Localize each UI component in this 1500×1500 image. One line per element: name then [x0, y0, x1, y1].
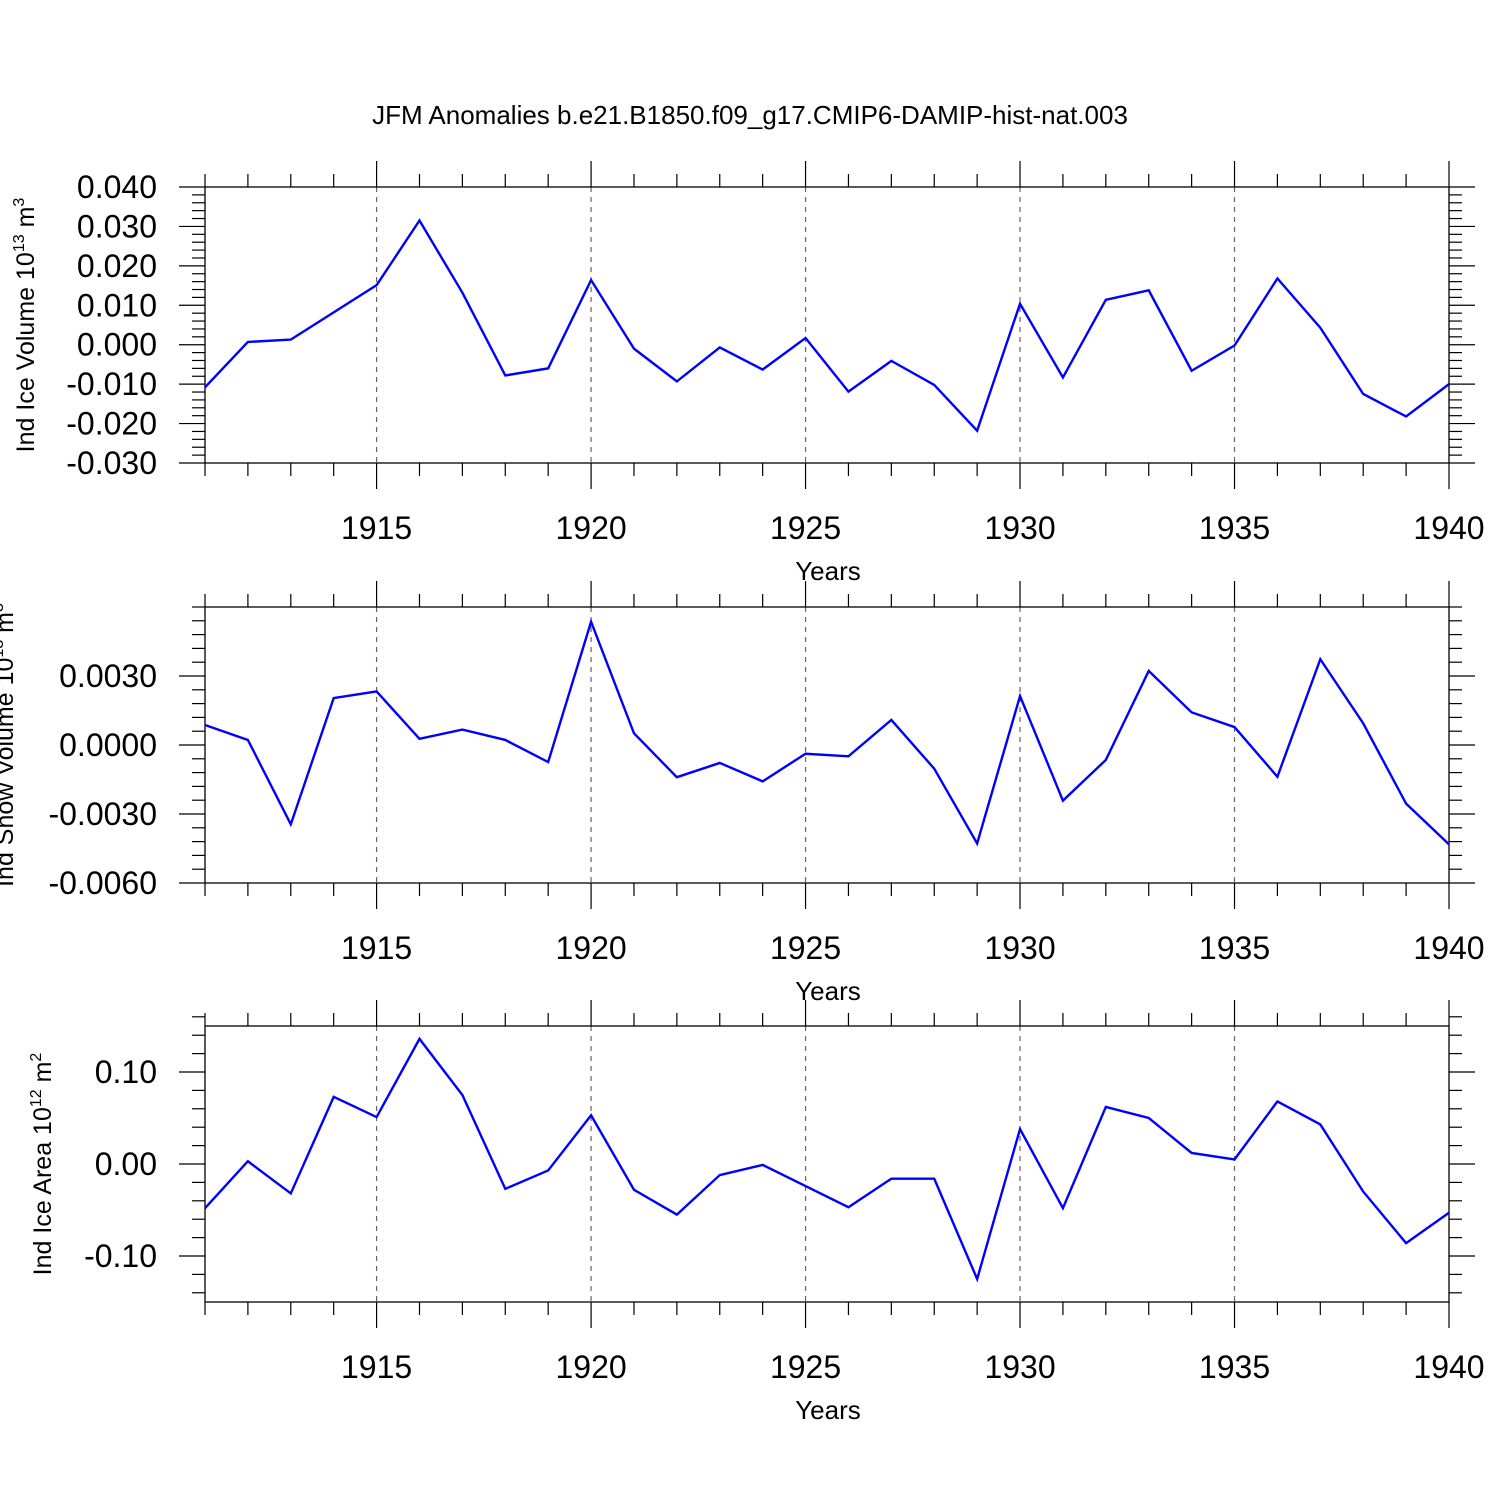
- x-tick-label: 1940: [1413, 930, 1484, 966]
- x-axis-label: Years: [795, 1395, 861, 1425]
- x-tick-label: 1925: [770, 930, 841, 966]
- y-tick-label: -0.030: [66, 445, 157, 481]
- y-axis-label-superscript: 2: [28, 1053, 45, 1062]
- x-tick-label: 1915: [341, 930, 412, 966]
- x-tick-label: 1935: [1199, 510, 1270, 546]
- y-tick-label: 0.020: [77, 248, 157, 284]
- series-line: [204, 618, 1450, 847]
- x-tick-label: 1940: [1413, 1349, 1484, 1385]
- x-tick-label: 1940: [1413, 510, 1484, 546]
- y-tick-label: 0.10: [95, 1054, 157, 1090]
- x-tick-label: 1930: [984, 510, 1055, 546]
- y-axis-label-text: m: [29, 1062, 57, 1090]
- x-tick-label: 1915: [341, 1349, 412, 1385]
- y-axis-label-superscript: 13: [11, 234, 28, 252]
- y-axis-label: Ind Ice Volume 1013 m3: [11, 198, 40, 453]
- x-tick-label: 1920: [555, 510, 626, 546]
- y-tick-label: 0.0030: [59, 658, 157, 694]
- y-axis-label: Ind Snow Volume 1013 m3: [0, 603, 19, 887]
- y-tick-label: 0.030: [77, 208, 157, 244]
- y-tick-label: 0.00: [95, 1146, 157, 1182]
- panel-ice-volume: 1915 1920 1925 1930 1935 1940 -0.030-0.020 -0.0…: [11, 161, 1485, 586]
- y-axis-label-text: Ind Snow Volume 10: [0, 658, 19, 887]
- x-tick-label: 1925: [770, 510, 841, 546]
- y-tick-label: -0.0030: [48, 796, 157, 832]
- y-tick-label: 0.010: [77, 287, 157, 323]
- x-tick-label: 1915: [341, 510, 412, 546]
- y-axis-label-superscript: 3: [0, 603, 7, 612]
- x-tick-label: 1920: [555, 1349, 626, 1385]
- plot-frame: [204, 1025, 1450, 1303]
- y-tick-label: -0.10: [84, 1238, 157, 1274]
- panel-snow-volume: 1915 1920 1925 1930 1935 1940 -0.0060 -0.0030 0.…: [0, 581, 1485, 1006]
- y-axis-label-text: Ind Ice Area 10: [29, 1107, 57, 1275]
- plot-frame: [204, 186, 1450, 464]
- y-axis-label-text: Ind Ice Volume 10: [12, 252, 40, 452]
- y-tick-label: -0.010: [66, 366, 157, 402]
- x-tick-label: 1935: [1199, 1349, 1270, 1385]
- x-tick-label: 1930: [984, 930, 1055, 966]
- y-tick-label: -0.0060: [48, 865, 157, 901]
- x-tick-label: 1925: [770, 1349, 841, 1385]
- y-axis-label: Ind Ice Area 1012 m2: [28, 1053, 57, 1276]
- x-tick-label: 1930: [984, 1349, 1055, 1385]
- y-axis-label-text: m: [12, 207, 40, 235]
- series-line: [204, 218, 1450, 433]
- figure-title: JFM Anomalies b.e21.B1850.f09_g17.CMIP6-…: [372, 100, 1128, 130]
- x-tick-label: 1920: [555, 930, 626, 966]
- series-line: [204, 1036, 1450, 1283]
- y-tick-label: 0.0000: [59, 727, 157, 763]
- panel-ice-area: 1915 1920 1925 1930 1935 1940 -0.10 0.00 0.10 Yea…: [28, 1000, 1485, 1425]
- y-tick-label: 0.000: [77, 327, 157, 363]
- y-axis-label-superscript: 3: [11, 198, 28, 207]
- y-tick-label: 0.040: [77, 169, 157, 205]
- y-tick-label: -0.020: [66, 406, 157, 442]
- y-axis-label-text: m: [0, 612, 19, 640]
- y-axis-label-superscript: 12: [28, 1089, 45, 1107]
- x-tick-label: 1935: [1199, 930, 1270, 966]
- plot-frame: [204, 606, 1450, 884]
- y-axis-label-superscript: 13: [0, 640, 7, 658]
